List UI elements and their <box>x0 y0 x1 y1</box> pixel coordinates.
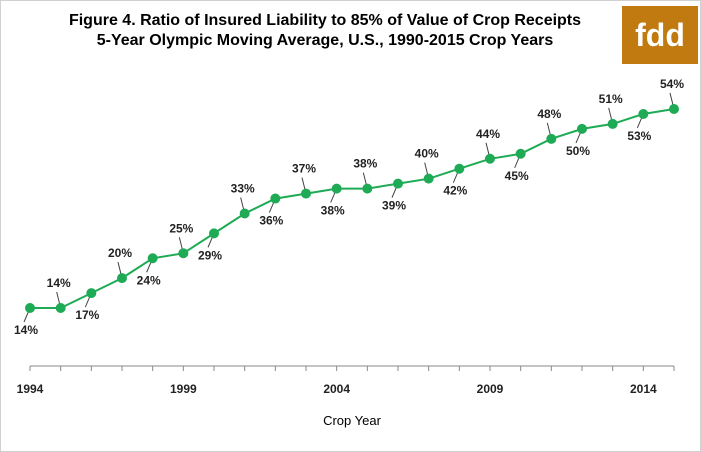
x-tick-label: 1994 <box>17 382 44 396</box>
data-point <box>669 104 679 114</box>
data-point <box>301 188 311 199</box>
data-label: 14% <box>14 323 38 337</box>
data-point <box>331 183 342 194</box>
data-point <box>393 178 403 189</box>
data-point <box>147 253 158 264</box>
data-point <box>577 123 587 134</box>
data-label: 51% <box>599 92 623 106</box>
data-label: 17% <box>75 308 99 322</box>
data-label: 38% <box>321 204 345 218</box>
data-point <box>25 303 35 313</box>
data-point <box>638 108 649 119</box>
data-point <box>86 288 97 299</box>
x-tick-label: 1999 <box>170 382 197 396</box>
data-label: 44% <box>476 127 500 141</box>
chart-subtitle: 5-Year Olympic Moving Average, U.S., 199… <box>96 32 554 49</box>
data-label: 14% <box>47 276 71 290</box>
data-point <box>454 163 465 174</box>
series-line <box>30 108 675 309</box>
data-label: 36% <box>259 214 283 228</box>
x-tick-label: 2014 <box>630 382 657 396</box>
data-label: 42% <box>443 184 467 198</box>
data-point <box>607 118 618 129</box>
data-point <box>485 153 495 164</box>
data-point <box>423 173 434 184</box>
data-label: 53% <box>627 129 651 143</box>
data-point <box>55 303 66 313</box>
data-label: 40% <box>415 147 439 161</box>
data-point <box>178 248 189 259</box>
x-axis-title: Crop Year <box>323 413 381 428</box>
data-point <box>362 183 373 194</box>
chart-title: Figure 4. Ratio of Insured Liability to … <box>68 12 582 29</box>
data-label: 20% <box>108 246 132 260</box>
data-label: 33% <box>231 181 255 195</box>
data-label: 54% <box>660 77 684 91</box>
data-label: 45% <box>505 169 529 183</box>
x-tick-label: 2009 <box>477 382 504 396</box>
data-label: 39% <box>382 199 406 213</box>
data-label: 48% <box>537 107 561 121</box>
data-point <box>117 273 127 284</box>
data-point <box>546 133 557 144</box>
data-label: 38% <box>353 157 377 171</box>
data-label: 29% <box>198 248 222 262</box>
data-point <box>209 228 219 239</box>
x-tick-label: 2004 <box>323 382 350 396</box>
fdd-logo: fdd <box>622 6 698 64</box>
data-label: 50% <box>566 144 590 158</box>
data-point <box>515 148 526 159</box>
data-label: 25% <box>169 221 193 235</box>
data-point <box>270 193 281 204</box>
data-point <box>239 208 250 219</box>
data-label: 24% <box>137 273 161 287</box>
data-label: 37% <box>292 162 316 176</box>
